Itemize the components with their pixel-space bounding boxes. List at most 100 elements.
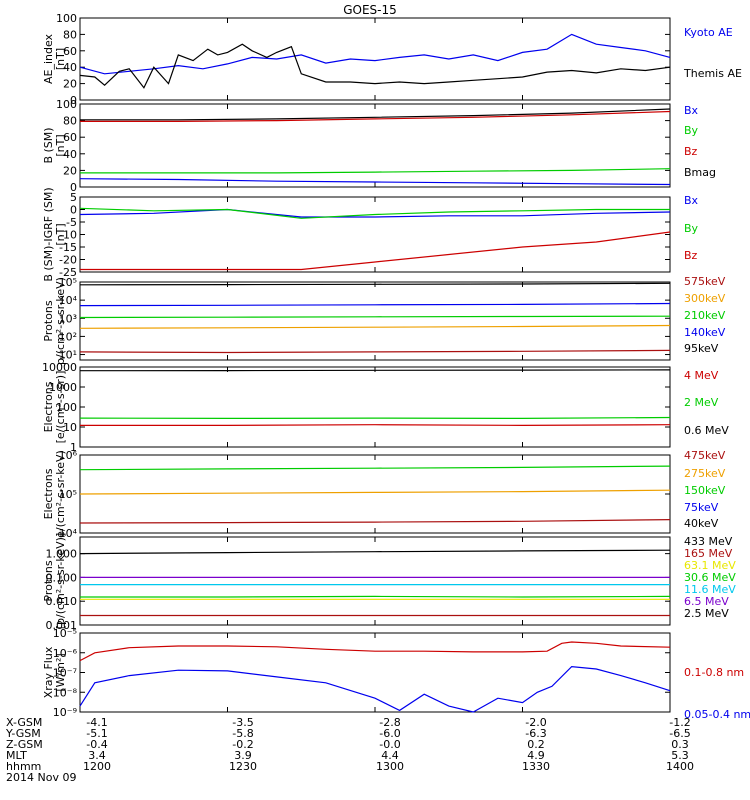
- y-tick-label: 0: [70, 204, 77, 217]
- y-axis-label-line: B (SM)-IGRF (SM): [42, 187, 55, 281]
- y-axis-label-line: [nT]: [54, 134, 67, 156]
- ephemeris-value: 4.4: [381, 749, 399, 762]
- y-axis-label-line: Protons: [42, 560, 55, 601]
- y-tick-label: 1: [70, 441, 77, 454]
- ephemeris-row-label: MLT: [6, 749, 27, 762]
- y-tick-label: 60: [63, 131, 77, 144]
- legend-label: Bz: [684, 249, 698, 262]
- y-axis-label-line: Xray Flux: [42, 646, 55, 698]
- y-tick-label: 10⁻⁹: [53, 706, 77, 719]
- y-tick-label: 0.001: [46, 619, 78, 632]
- series-line: [79, 178, 671, 186]
- ephemeris-row-label: Z-GSM: [6, 738, 43, 751]
- legend-label: Bx: [684, 104, 699, 117]
- y-tick-label: 0: [70, 94, 77, 107]
- y-tick-label: 60: [63, 45, 77, 58]
- series-line: [79, 416, 671, 419]
- legend-label: 40keV: [684, 517, 719, 530]
- legend-label: Kyoto AE: [684, 26, 733, 39]
- panel-frame: [79, 103, 671, 188]
- legend-label: Bz: [684, 145, 698, 158]
- ephemeris-value: -1.2: [669, 716, 690, 729]
- y-tick-label: -10: [59, 229, 77, 242]
- panel-frame: [79, 366, 671, 448]
- y-tick-label: 40: [63, 61, 77, 74]
- series-line: [80, 168, 671, 174]
- legend-label: 475keV: [684, 449, 726, 462]
- ephemeris-row-label: X-GSM: [6, 716, 42, 729]
- y-tick-label: 0.010: [46, 595, 78, 608]
- y-axis-label: Electronse/(cm²-s-sr-keV): [42, 450, 67, 538]
- series-line: [79, 33, 671, 75]
- ephemeris-row-label: Y-GSM: [5, 727, 41, 740]
- y-tick-label: 10⁴: [59, 294, 78, 307]
- y-axis-label-line: Electrons: [42, 468, 55, 519]
- y-tick-label: 10000: [42, 361, 77, 374]
- ephemeris-value: -5.8: [232, 727, 253, 740]
- y-tick-label: 10⁵: [59, 276, 77, 289]
- legend-label: 433 MeV: [684, 535, 733, 548]
- panel-2: 0 20 40 60 80 100 B (SM)[nT] Bx By Bz Bmag: [42, 98, 716, 194]
- panel-4: 10¹ 10² 10³ 10⁴ 10⁵ Protonsp/(cm²-s-sr-keV) 57…: [42, 275, 726, 365]
- panel-frame: [79, 196, 671, 273]
- series-line: [79, 43, 671, 89]
- y-tick-label: -20: [59, 254, 77, 267]
- y-axis-label: B (SM)[nT]: [42, 127, 67, 163]
- y-tick-label: 100: [56, 98, 77, 111]
- series-line: [79, 302, 671, 307]
- ephemeris-value: 1400: [666, 760, 694, 773]
- y-tick-label: 40: [63, 148, 77, 161]
- y-tick-label: 1000: [49, 381, 77, 394]
- y-tick-label: 80: [63, 115, 77, 128]
- series-line: [79, 665, 671, 713]
- y-tick-label: -15: [59, 241, 77, 254]
- ephemeris-value: -2.0: [525, 716, 546, 729]
- y-tick-label: 10⁻⁸: [53, 686, 78, 699]
- y-tick-label: 10²: [59, 330, 77, 343]
- legend-label: 63.1 MeV: [684, 559, 736, 572]
- ephemeris-value: 1330: [522, 760, 550, 773]
- y-axis-label-line: Protons: [42, 300, 55, 341]
- y-tick-label: 10: [63, 421, 77, 434]
- y-axis-label-line: p/(cm²-s-sr-keV): [54, 277, 67, 365]
- ephemeris-value: -0.2: [232, 738, 253, 751]
- series-line: [79, 315, 671, 319]
- y-tick-label: 100: [56, 401, 77, 414]
- legend-label: 575keV: [684, 275, 726, 288]
- series-line: [80, 231, 671, 271]
- legend-label: 300keV: [684, 292, 726, 305]
- y-axis-label-line: AE_index: [42, 33, 55, 84]
- y-tick-label: -25: [59, 266, 77, 279]
- y-tick-label: 10⁵: [59, 488, 77, 501]
- y-axis-label-line: [nT]: [54, 223, 67, 245]
- series-line: [79, 489, 671, 495]
- series-line: [79, 465, 671, 471]
- y-tick-label: 5: [70, 191, 77, 204]
- y-axis-label-line: e/(cm²-s-sr-keV): [54, 450, 67, 538]
- ephemeris-date: 2014 Nov 09: [6, 771, 76, 784]
- legend-label: 0.1-0.8 nm: [684, 666, 744, 679]
- y-tick-label: 20: [63, 164, 77, 177]
- series-line: [80, 424, 671, 427]
- y-axis-label-line: [nT]: [54, 48, 67, 70]
- legend-label: 4 MeV: [684, 369, 719, 382]
- y-tick-label: 10¹: [59, 349, 77, 362]
- series-line: [79, 549, 671, 555]
- ephemeris-value: 3.9: [234, 749, 252, 762]
- legend-label: By: [684, 222, 699, 235]
- y-tick-label: 10⁻⁵: [53, 627, 77, 640]
- panel-frame: [79, 632, 671, 713]
- legend-label: 0.6 MeV: [684, 424, 729, 437]
- series-line: [80, 108, 671, 121]
- ephemeris-value: 1230: [229, 760, 257, 773]
- y-axis-label-line: [e/(cm²-s-sr)]: [54, 371, 67, 444]
- ephemeris-value: -0.4: [86, 738, 107, 751]
- y-tick-label: 10³: [59, 312, 77, 325]
- legend-label: 0.05-0.4 nm: [684, 708, 750, 721]
- legend-label: 2 MeV: [684, 396, 719, 409]
